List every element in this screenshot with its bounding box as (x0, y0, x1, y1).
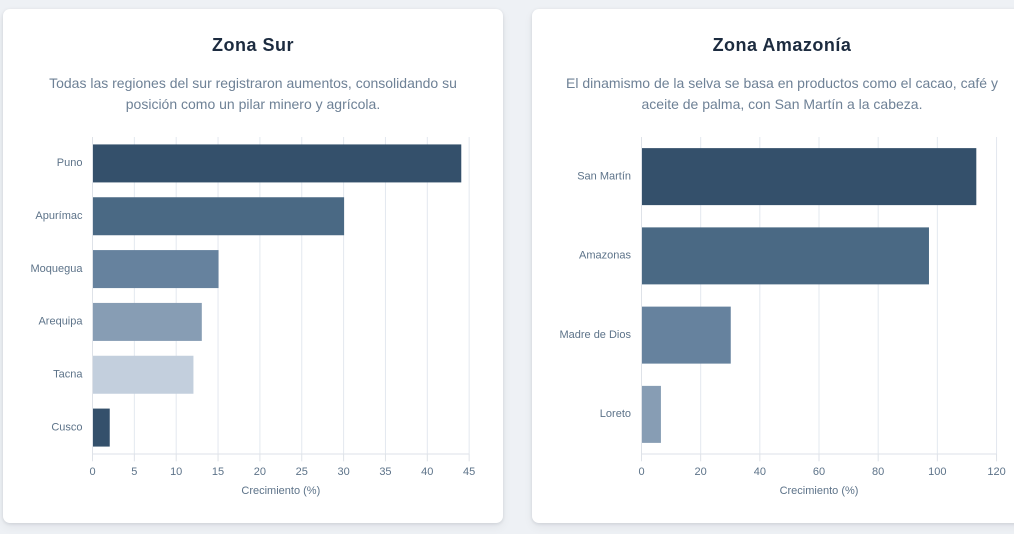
svg-text:10: 10 (170, 466, 182, 478)
svg-text:Cusco: Cusco (51, 421, 82, 433)
svg-text:Crecimiento (%): Crecimiento (%) (780, 485, 859, 497)
svg-text:100: 100 (928, 466, 946, 478)
svg-text:0: 0 (638, 466, 644, 478)
svg-text:5: 5 (131, 466, 137, 478)
svg-text:Moquegua: Moquegua (31, 263, 84, 275)
svg-text:40: 40 (421, 466, 433, 478)
svg-text:80: 80 (872, 466, 884, 478)
svg-text:45: 45 (463, 466, 475, 478)
svg-text:60: 60 (813, 466, 825, 478)
svg-text:Puno: Puno (57, 157, 83, 169)
svg-text:Apurímac: Apurímac (35, 210, 83, 222)
svg-text:25: 25 (296, 466, 308, 478)
svg-text:0: 0 (89, 466, 95, 478)
svg-text:Amazonas: Amazonas (579, 250, 631, 262)
svg-text:15: 15 (212, 466, 224, 478)
svg-text:San Martín: San Martín (577, 170, 631, 182)
svg-text:40: 40 (754, 466, 766, 478)
svg-text:Loreto: Loreto (600, 408, 631, 420)
svg-text:120: 120 (987, 466, 1005, 478)
svg-text:20: 20 (695, 466, 707, 478)
svg-text:35: 35 (379, 466, 391, 478)
svg-text:Madre de Dios: Madre de Dios (559, 329, 631, 341)
svg-text:20: 20 (254, 466, 266, 478)
svg-text:30: 30 (337, 466, 349, 478)
svg-text:Tacna: Tacna (53, 369, 83, 381)
svg-text:Arequipa: Arequipa (38, 316, 83, 328)
svg-text:Crecimiento (%): Crecimiento (%) (241, 485, 320, 497)
